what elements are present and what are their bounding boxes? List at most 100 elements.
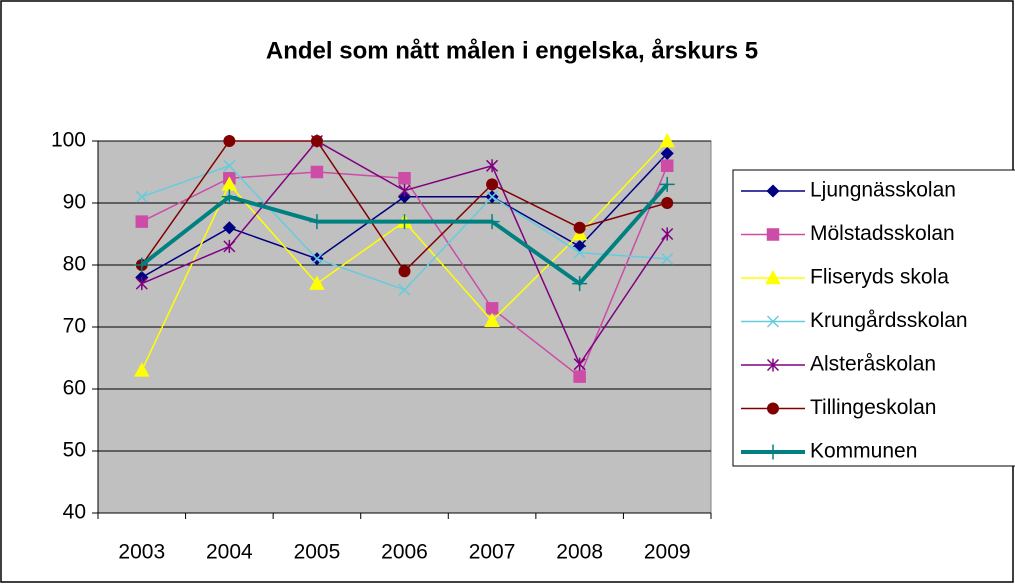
marker-shape — [223, 159, 236, 172]
marker — [486, 159, 499, 173]
marker — [484, 312, 500, 328]
marker-shape — [766, 315, 780, 328]
marker-shape — [767, 402, 779, 415]
marker-shape — [659, 132, 675, 148]
marker-shape — [309, 275, 325, 290]
marker — [660, 146, 674, 160]
marker — [659, 176, 675, 192]
marker — [398, 184, 411, 198]
marker-shape — [766, 228, 780, 241]
marker — [221, 189, 237, 205]
marker — [486, 178, 499, 191]
marker-shape — [309, 214, 325, 230]
legend — [732, 169, 1015, 467]
x-tick-label: 2003 — [118, 541, 165, 564]
marker — [223, 135, 236, 147]
marker-shape — [398, 171, 411, 185]
marker-shape — [310, 135, 323, 147]
marker — [573, 370, 586, 383]
legend-label: Tillingeskolan — [810, 396, 936, 419]
marker-shape — [765, 269, 781, 285]
marker — [223, 239, 236, 253]
marker-shape — [572, 276, 588, 292]
y-tick-label: 80 — [63, 253, 86, 276]
x-tick-label: 2004 — [206, 541, 253, 564]
legend-label: Mölstadsskolan — [810, 222, 955, 245]
x-tick-label: 2006 — [381, 541, 428, 564]
marker-shape — [398, 184, 411, 198]
marker — [135, 190, 148, 203]
x-tick-label: 2007 — [469, 541, 516, 564]
y-tick-label: 60 — [63, 377, 86, 400]
marker — [485, 302, 499, 315]
legend-label: Fliseryds skola — [810, 266, 949, 289]
marker — [572, 276, 588, 292]
y-tick-label: 70 — [63, 315, 86, 338]
marker-shape — [661, 197, 674, 209]
marker — [484, 214, 500, 230]
marker — [310, 135, 323, 147]
legend-label: Kommunen — [810, 440, 917, 463]
marker — [134, 257, 150, 273]
marker — [660, 159, 674, 173]
x-tick-label: 2008 — [556, 541, 603, 564]
marker — [310, 165, 324, 179]
marker-shape — [310, 165, 324, 179]
marker — [134, 362, 150, 377]
marker-shape — [398, 265, 411, 278]
marker-shape — [573, 370, 586, 383]
marker — [573, 357, 586, 371]
marker — [398, 171, 411, 185]
chart-title: Andel som nått målen i engelska, årskurs… — [266, 37, 758, 64]
marker-shape — [661, 252, 674, 265]
marker-shape — [397, 214, 412, 230]
marker-shape — [310, 252, 323, 265]
marker — [659, 132, 675, 148]
marker — [767, 402, 779, 415]
marker-shape — [660, 146, 674, 160]
marker-shape — [661, 227, 674, 241]
x-tick-label: 2005 — [294, 541, 341, 564]
marker-shape — [573, 357, 586, 371]
marker — [766, 358, 780, 372]
marker — [573, 246, 586, 259]
marker — [486, 190, 499, 203]
marker-shape — [398, 283, 411, 296]
y-tick-label: 50 — [63, 439, 86, 462]
marker — [661, 227, 674, 241]
marker — [309, 275, 325, 290]
marker — [765, 269, 781, 285]
y-tick-label: 100 — [51, 129, 86, 152]
marker-shape — [222, 221, 236, 235]
marker-shape — [484, 312, 500, 328]
marker — [766, 184, 780, 198]
marker-shape — [660, 159, 674, 173]
marker — [222, 221, 236, 235]
marker-shape — [135, 277, 148, 291]
y-tick-label: 40 — [63, 501, 86, 524]
marker — [766, 315, 780, 328]
marker-shape — [223, 239, 236, 253]
marker — [766, 228, 780, 241]
x-tick-label: 2009 — [644, 541, 691, 564]
marker-shape — [573, 221, 586, 234]
marker — [398, 283, 411, 296]
marker-shape — [485, 302, 499, 315]
marker — [135, 215, 149, 228]
marker — [223, 159, 236, 172]
marker — [310, 252, 323, 265]
marker — [397, 214, 412, 230]
marker — [661, 197, 674, 209]
legend-label: Ljungnässkolan — [810, 179, 956, 202]
marker-shape — [659, 176, 675, 192]
marker-shape — [484, 214, 500, 230]
marker-shape — [486, 159, 499, 173]
marker — [135, 277, 148, 291]
legend-label: Alsteråskolan — [810, 353, 936, 376]
y-tick-label: 90 — [63, 191, 86, 214]
marker-shape — [573, 246, 586, 259]
marker-shape — [135, 215, 149, 228]
marker-shape — [221, 189, 237, 205]
marker-shape — [765, 444, 781, 460]
marker — [661, 252, 674, 265]
